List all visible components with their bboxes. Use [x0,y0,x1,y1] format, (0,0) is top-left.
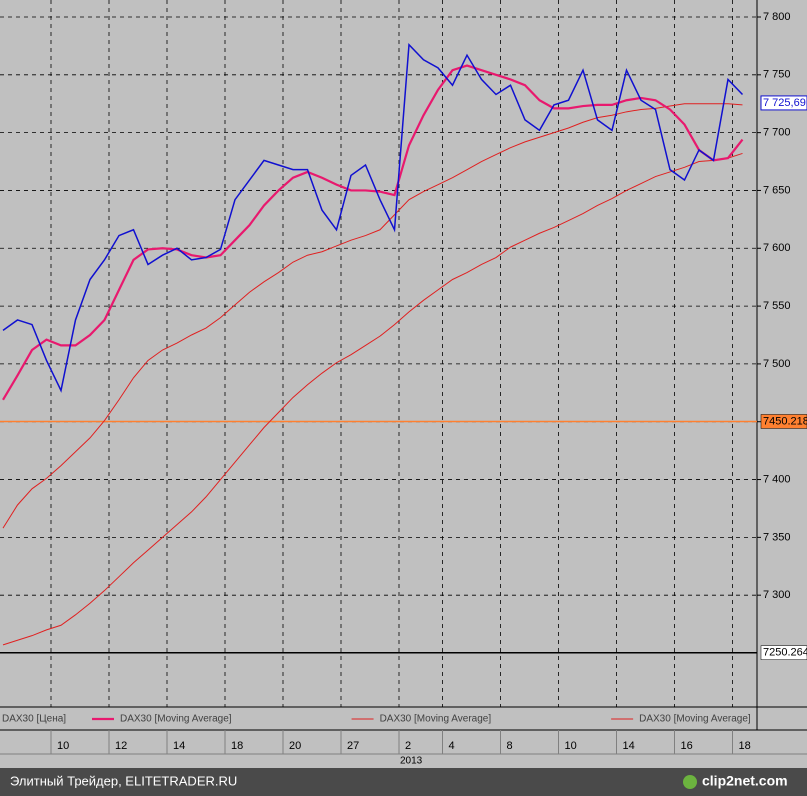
y-tick-label: 7 500 [763,358,791,370]
y-tick-label: 7 750 [763,69,791,81]
x-tick-label: 27 [347,740,359,752]
y-tick-label: 7 650 [763,184,791,196]
footer-right: clip2net.com [702,773,788,789]
level-marker [760,414,807,429]
footer-left: Элитный Трейдер, ELITETRADER.RU [10,773,237,788]
y-tick-label: 7 400 [763,473,791,485]
series-line [2,152,743,646]
x-tick-label: 18 [739,740,751,752]
x-tick-label: 10 [565,740,577,752]
x-tick-label: 14 [623,740,635,752]
footer-bar [0,768,807,796]
level-marker [760,645,807,660]
y-tick-label: 7 300 [763,589,791,601]
x-tick-label: 8 [507,740,513,752]
x-tick-label: 10 [57,740,69,752]
price-marker [760,95,807,111]
y-tick-label: 7 550 [763,300,791,312]
x-tick-label: 14 [173,740,185,752]
x-tick-label: 16 [681,740,693,752]
series-line [2,103,743,529]
x-tick-label: 20 [289,740,301,752]
legend-label: DAX30 [Цена] [2,714,66,725]
series-line [2,43,744,393]
price-label: 7 725,69 [763,97,806,109]
y-tick-label: 7 700 [763,127,791,139]
logo-icon [683,775,697,789]
x-tick-label: 12 [115,740,127,752]
x-tick-label: 4 [449,740,455,752]
y-tick-label: 7 350 [763,531,791,543]
y-tick-label: 7 800 [763,11,791,23]
level-label: 7250.264 [763,647,807,659]
x-tick-label: 18 [231,740,243,752]
legend-label: DAX30 [Moving Average] [639,714,751,725]
y-tick-label: 7 600 [763,242,791,254]
legend-label: DAX30 [Moving Average] [120,714,232,725]
year-label: 2013 [400,756,423,767]
x-tick-label: 2 [405,740,411,752]
legend-label: DAX30 [Moving Average] [380,714,492,725]
level-label: 7450.218 [763,415,807,427]
